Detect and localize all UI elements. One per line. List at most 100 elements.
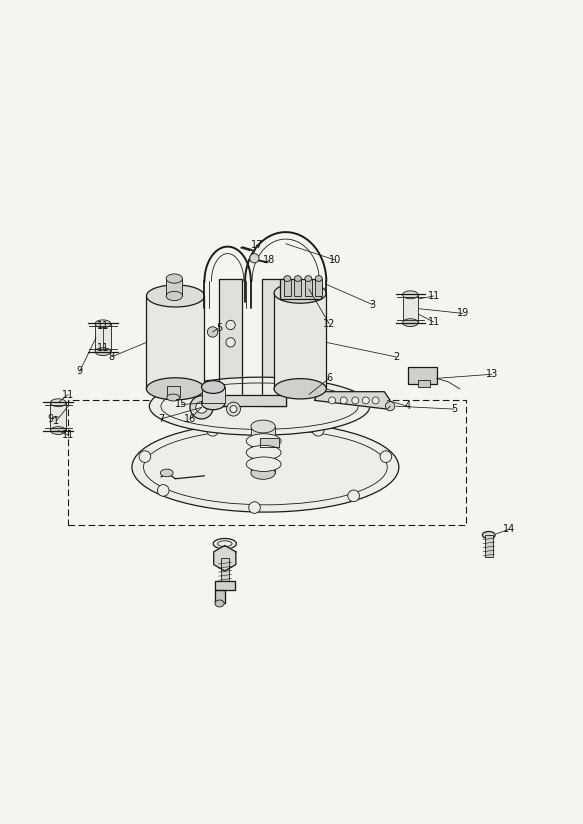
Ellipse shape bbox=[284, 276, 291, 282]
Bar bbox=[274, 293, 326, 389]
Text: 11: 11 bbox=[97, 321, 109, 331]
Ellipse shape bbox=[315, 276, 322, 282]
Ellipse shape bbox=[274, 283, 326, 303]
Text: 7: 7 bbox=[158, 414, 164, 424]
Circle shape bbox=[230, 405, 237, 413]
Text: 6: 6 bbox=[326, 373, 332, 383]
Text: 17: 17 bbox=[251, 240, 263, 250]
Circle shape bbox=[226, 321, 235, 330]
Ellipse shape bbox=[246, 445, 281, 460]
Circle shape bbox=[362, 397, 369, 404]
Ellipse shape bbox=[166, 274, 182, 283]
Bar bbox=[315, 279, 322, 296]
Text: 11: 11 bbox=[62, 430, 74, 440]
Bar bbox=[305, 279, 312, 296]
Text: 11: 11 bbox=[427, 317, 440, 327]
Text: 16: 16 bbox=[184, 414, 196, 424]
Ellipse shape bbox=[143, 429, 387, 505]
Ellipse shape bbox=[213, 539, 236, 549]
Bar bbox=[166, 279, 182, 296]
Circle shape bbox=[352, 397, 359, 404]
Bar bbox=[202, 387, 225, 403]
Ellipse shape bbox=[403, 319, 418, 326]
Bar bbox=[403, 295, 418, 323]
Ellipse shape bbox=[246, 422, 281, 437]
Ellipse shape bbox=[95, 348, 111, 356]
Ellipse shape bbox=[251, 466, 275, 480]
Circle shape bbox=[227, 402, 240, 416]
Circle shape bbox=[329, 397, 336, 404]
Text: 8: 8 bbox=[108, 352, 115, 362]
Polygon shape bbox=[219, 279, 242, 406]
Bar bbox=[221, 558, 230, 582]
Circle shape bbox=[249, 502, 261, 513]
Text: 2: 2 bbox=[393, 352, 399, 362]
Circle shape bbox=[348, 490, 359, 502]
Circle shape bbox=[250, 254, 259, 263]
Text: 11: 11 bbox=[62, 390, 74, 400]
Circle shape bbox=[139, 451, 150, 462]
Text: 4: 4 bbox=[405, 401, 410, 411]
Polygon shape bbox=[215, 590, 225, 603]
Bar bbox=[284, 279, 291, 296]
Ellipse shape bbox=[215, 600, 224, 607]
Circle shape bbox=[196, 401, 208, 413]
Ellipse shape bbox=[403, 291, 418, 299]
Ellipse shape bbox=[202, 381, 225, 393]
Ellipse shape bbox=[50, 399, 66, 406]
Bar bbox=[95, 324, 111, 352]
Ellipse shape bbox=[305, 276, 312, 282]
Text: 9: 9 bbox=[76, 367, 83, 377]
Bar bbox=[280, 279, 321, 299]
Ellipse shape bbox=[294, 276, 301, 282]
Bar bbox=[418, 380, 430, 387]
Circle shape bbox=[312, 424, 324, 436]
Circle shape bbox=[157, 485, 169, 496]
Text: 11: 11 bbox=[97, 343, 109, 353]
Circle shape bbox=[208, 326, 218, 337]
Text: 10: 10 bbox=[329, 255, 341, 265]
Ellipse shape bbox=[167, 394, 180, 401]
Text: 1: 1 bbox=[54, 415, 59, 426]
Text: 11: 11 bbox=[427, 291, 440, 301]
Polygon shape bbox=[315, 391, 390, 409]
Bar bbox=[484, 535, 493, 557]
Ellipse shape bbox=[274, 379, 326, 399]
Circle shape bbox=[207, 424, 219, 436]
Bar bbox=[68, 400, 466, 525]
Polygon shape bbox=[259, 438, 279, 447]
Ellipse shape bbox=[146, 377, 205, 400]
Ellipse shape bbox=[246, 433, 281, 448]
Ellipse shape bbox=[251, 420, 275, 433]
Circle shape bbox=[190, 396, 213, 419]
Text: 9: 9 bbox=[48, 414, 54, 424]
Ellipse shape bbox=[482, 531, 495, 539]
Polygon shape bbox=[262, 279, 286, 406]
Bar bbox=[294, 279, 301, 296]
Text: 13: 13 bbox=[486, 369, 498, 379]
Text: 18: 18 bbox=[264, 255, 276, 265]
Polygon shape bbox=[214, 545, 236, 571]
Ellipse shape bbox=[149, 377, 370, 435]
Circle shape bbox=[340, 397, 347, 404]
Bar bbox=[167, 386, 180, 397]
Circle shape bbox=[385, 401, 395, 411]
Ellipse shape bbox=[246, 457, 281, 471]
Text: 3: 3 bbox=[370, 300, 376, 310]
Polygon shape bbox=[219, 395, 286, 406]
Bar bbox=[50, 403, 66, 431]
Bar bbox=[408, 367, 437, 384]
Text: 12: 12 bbox=[323, 319, 335, 329]
Text: 19: 19 bbox=[456, 308, 469, 318]
Ellipse shape bbox=[146, 285, 205, 307]
Circle shape bbox=[372, 397, 379, 404]
Ellipse shape bbox=[95, 320, 111, 328]
Bar bbox=[251, 427, 275, 473]
Bar bbox=[146, 296, 205, 389]
Ellipse shape bbox=[50, 427, 66, 434]
Text: 14: 14 bbox=[503, 524, 515, 534]
Circle shape bbox=[226, 338, 235, 347]
Ellipse shape bbox=[160, 469, 173, 477]
Ellipse shape bbox=[202, 397, 225, 410]
Text: 5: 5 bbox=[451, 404, 457, 414]
